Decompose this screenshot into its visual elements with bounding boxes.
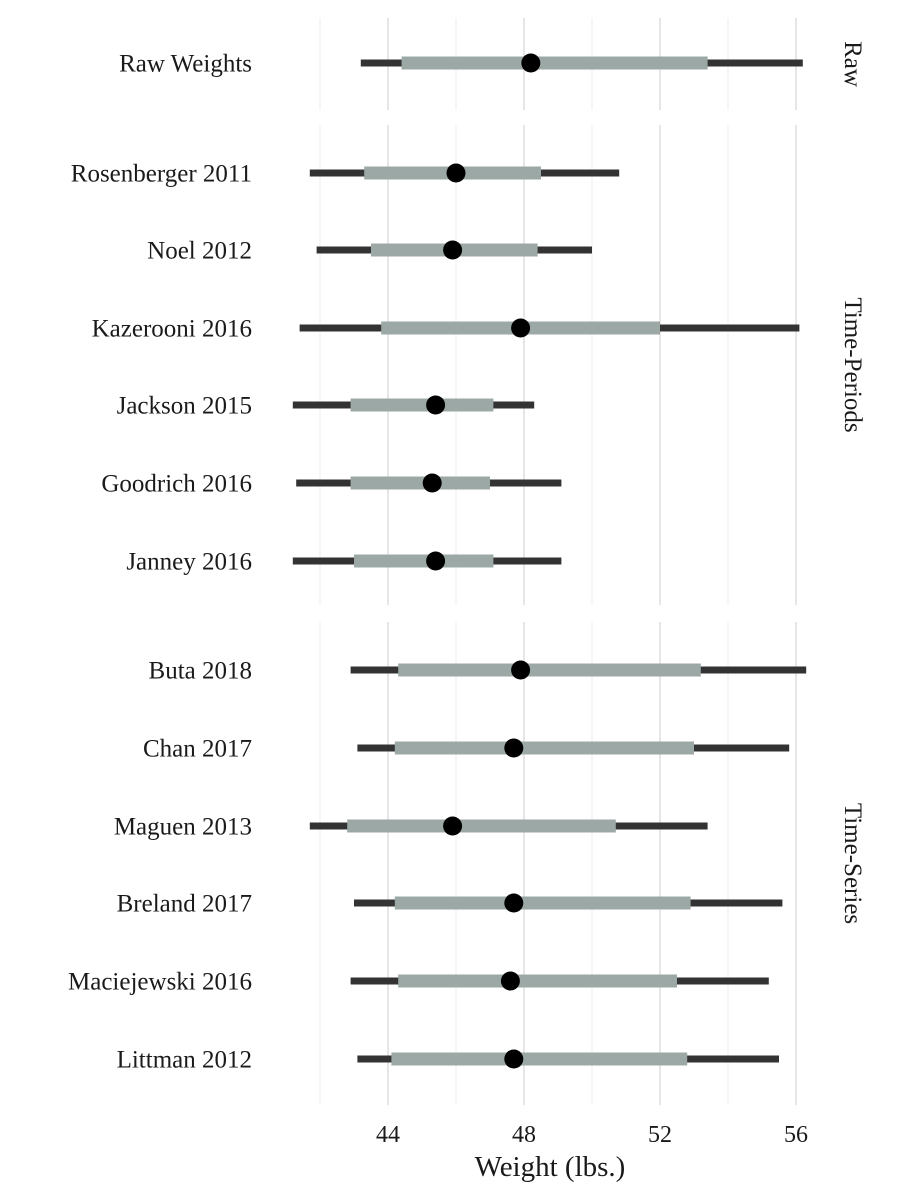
point-estimate <box>426 551 446 571</box>
point-estimate <box>500 971 520 991</box>
point-estimate <box>511 660 531 680</box>
row-label: Breland 2017 <box>117 891 252 918</box>
point-estimate <box>443 816 463 836</box>
x-tick-label: 44 <box>376 1122 400 1148</box>
row-label: Noel 2012 <box>147 238 252 265</box>
row-label: Kazerooni 2016 <box>92 316 252 343</box>
panel-strip-label: Raw <box>839 41 866 87</box>
point-estimate <box>443 240 463 260</box>
x-axis: 44 48 52 56 <box>376 1122 808 1148</box>
row-label: Littman 2012 <box>117 1047 252 1074</box>
row-label: Goodrich 2016 <box>101 471 252 498</box>
panel-strip-label: Time-Periods <box>839 297 866 432</box>
x-tick-label: 48 <box>512 1122 536 1148</box>
row-labels: Raw Weights Rosenberger 2011 Noel 2012 Kaze… <box>68 51 252 1074</box>
panel-strip-label: Time-Series <box>839 803 866 924</box>
row-label: Buta 2018 <box>149 658 252 685</box>
interval-marks <box>292 53 807 1069</box>
point-estimate <box>511 318 531 338</box>
panel-strips: Raw Time-Periods Time-Series <box>839 41 866 924</box>
point-estimate <box>504 1049 524 1069</box>
row-label: Chan 2017 <box>143 736 252 763</box>
row-label: Jackson 2015 <box>117 393 252 420</box>
row-label: Janney 2016 <box>126 549 252 576</box>
x-tick-label: 56 <box>784 1122 808 1148</box>
point-estimate <box>521 53 541 73</box>
row-label: Maciejewski 2016 <box>68 969 252 996</box>
point-estimate <box>446 163 466 183</box>
x-tick-label: 52 <box>648 1122 672 1148</box>
row-label: Maguen 2013 <box>114 814 252 841</box>
grid-layer <box>319 18 797 1105</box>
row-label: Raw Weights <box>119 51 252 78</box>
point-estimate <box>504 738 524 758</box>
point-estimate <box>422 473 442 493</box>
row-label: Rosenberger 2011 <box>71 161 252 188</box>
point-estimate <box>426 395 446 415</box>
point-estimate <box>504 893 524 913</box>
x-axis-title: Weight (lbs.) <box>475 1151 626 1183</box>
